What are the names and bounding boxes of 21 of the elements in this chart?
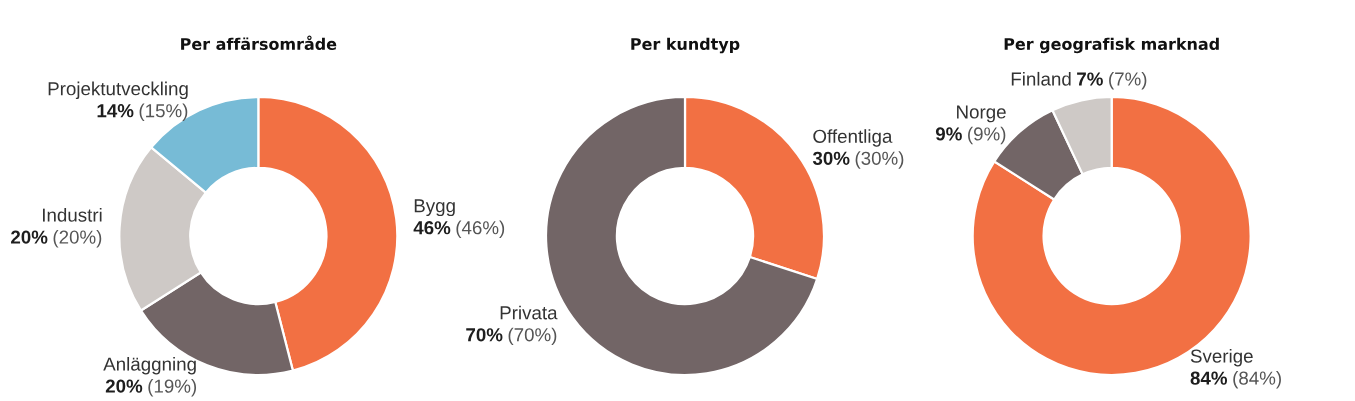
data-label: 46% (46%) — [413, 220, 505, 239]
data-label: 7% (7%) — [1077, 71, 1147, 90]
chart-title: Per kundtyp — [631, 37, 740, 54]
slice-label: Finland — [1011, 71, 1071, 86]
slice-label: Norge — [957, 105, 1006, 123]
data-label: 9% (9%) — [935, 126, 1006, 145]
data-label: 20% (20%) — [11, 229, 102, 248]
data-label: 84% (84%) — [1190, 370, 1281, 389]
slice-label: Offentliga — [813, 129, 893, 147]
slice-label: Bygg — [414, 199, 455, 217]
slice-label: Industri — [42, 207, 102, 222]
slice-label: Sverige — [1190, 348, 1253, 367]
data-label: 14% (15%) — [97, 103, 188, 122]
chart-title: Per geografisk marknad — [1004, 37, 1219, 54]
chart-title: Per affärsområde — [181, 35, 337, 50]
slice-label: Anläggning — [103, 356, 196, 375]
data-label: 30% (30%) — [812, 151, 904, 169]
slice-label: Projektutveckling — [48, 81, 188, 100]
slice-label: Privata — [500, 305, 558, 320]
data-label: 20% (19%) — [105, 378, 197, 397]
data-label: 70% (70%) — [466, 327, 557, 346]
